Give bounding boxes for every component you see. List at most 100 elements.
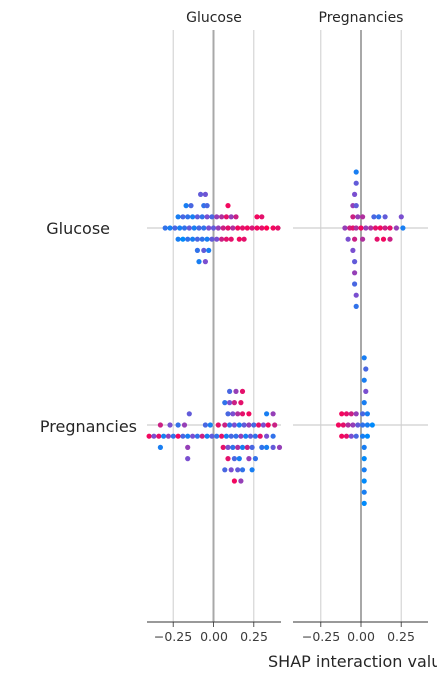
data-point [352, 281, 358, 287]
data-point [238, 400, 244, 406]
data-point [209, 236, 215, 242]
data-point [275, 225, 281, 231]
data-point [360, 433, 366, 439]
data-point [259, 225, 265, 231]
data-point [259, 214, 265, 220]
data-point [228, 433, 234, 439]
data-point [228, 467, 234, 473]
data-point [241, 422, 247, 428]
data-point [201, 247, 207, 253]
data-point [231, 456, 237, 462]
data-point [185, 444, 191, 450]
data-point [355, 214, 361, 220]
data-point [256, 422, 262, 428]
data-point [361, 489, 367, 495]
data-point [236, 236, 242, 242]
scatter-points [146, 169, 406, 506]
data-point [372, 225, 379, 231]
data-point [172, 225, 178, 231]
data-point [264, 444, 270, 450]
data-point [206, 225, 212, 231]
data-point [264, 433, 270, 439]
data-point [219, 236, 225, 242]
data-point [188, 203, 194, 209]
data-point [165, 433, 171, 439]
data-point [369, 422, 375, 428]
data-point [222, 422, 228, 428]
data-point [183, 203, 189, 209]
data-point [252, 456, 258, 462]
data-point [146, 433, 152, 439]
data-point [371, 214, 377, 220]
data-point [377, 225, 383, 231]
data-point [227, 422, 233, 428]
data-point [380, 236, 387, 242]
data-point [400, 225, 406, 231]
data-point [204, 203, 210, 209]
data-point [235, 411, 241, 417]
data-point [345, 422, 351, 428]
data-point [353, 225, 359, 231]
data-point [175, 422, 181, 428]
data-point [335, 422, 342, 428]
data-point [231, 422, 237, 428]
data-point [353, 169, 359, 175]
data-point [239, 388, 246, 394]
data-point [180, 433, 186, 439]
data-point [239, 467, 246, 473]
data-point [249, 467, 255, 473]
data-point [202, 422, 208, 428]
data-point [199, 433, 205, 439]
data-point [252, 433, 258, 439]
data-point [363, 225, 369, 231]
data-point [235, 467, 241, 473]
data-point [235, 225, 241, 231]
x-tick-label: 0.00 [347, 629, 375, 644]
data-point [214, 214, 220, 220]
data-point [181, 422, 188, 428]
data-point [198, 191, 204, 197]
data-point [170, 433, 176, 439]
data-point [185, 433, 191, 439]
data-point [355, 422, 361, 428]
data-point [225, 203, 231, 209]
data-point [260, 422, 266, 428]
data-point [270, 411, 276, 417]
data-point [360, 422, 366, 428]
x-tick-label: −0.25 [154, 629, 192, 644]
data-point [350, 422, 356, 428]
data-point [167, 422, 173, 428]
data-point [190, 236, 196, 242]
panel-title-pregnancies: Pregnancies [319, 10, 404, 26]
data-point [220, 444, 226, 450]
data-point [225, 411, 231, 417]
data-point [387, 236, 393, 242]
data-point [376, 214, 382, 220]
data-point [353, 180, 359, 186]
data-point [352, 270, 358, 276]
data-point [276, 444, 283, 450]
data-point [393, 225, 399, 231]
data-point [342, 225, 348, 231]
data-point [363, 366, 369, 372]
data-point [249, 444, 255, 450]
data-point [353, 303, 359, 309]
data-point [239, 225, 246, 231]
x-tick-label: 0.25 [387, 629, 415, 644]
data-point [387, 225, 393, 231]
row-label-glucose: Glucose [46, 219, 110, 238]
data-point [233, 433, 239, 439]
data-point [361, 355, 367, 361]
data-point [345, 236, 351, 242]
data-point [209, 433, 215, 439]
data-point [230, 411, 236, 417]
data-point [348, 411, 354, 417]
data-point [249, 225, 255, 231]
data-point [227, 400, 233, 406]
x-tick-label: −0.25 [302, 629, 340, 644]
data-point [238, 433, 244, 439]
data-point [264, 411, 270, 417]
data-point [270, 433, 276, 439]
data-point [339, 433, 345, 439]
